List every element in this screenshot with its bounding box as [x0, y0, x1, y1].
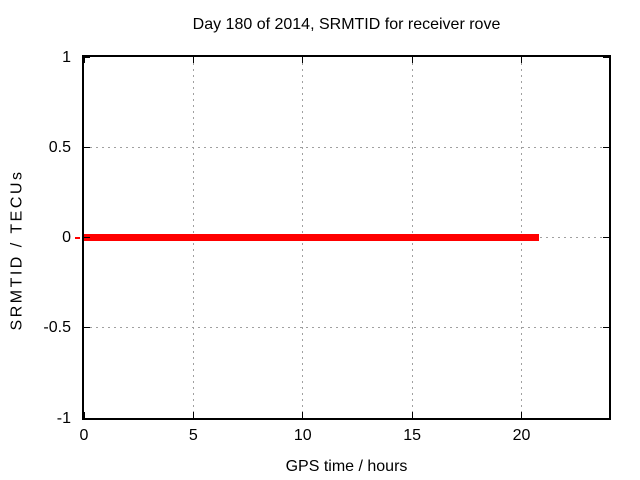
x-tick-label: 10 [293, 427, 312, 444]
x-axis-label: GPS time / hours [285, 458, 408, 475]
x-tick-mark-top [192, 57, 194, 63]
y-tick-mark-left [84, 56, 90, 58]
x-tick-mark-bottom [192, 412, 194, 418]
y-tick-mark-left [84, 327, 90, 329]
y-tick-mark-right [603, 327, 609, 329]
y-tick-mark-left [84, 146, 90, 148]
y-tick-mark-left [84, 417, 90, 419]
x-tick-label: 5 [188, 427, 198, 444]
y-tick-label: 0 [62, 229, 71, 246]
x-tick-label: 20 [512, 427, 531, 444]
y-tick-label: -1 [56, 409, 71, 427]
y-tick-label: 0.5 [48, 138, 71, 156]
y-tick-mark-left [84, 237, 90, 238]
x-tick-label: 0 [79, 427, 89, 444]
data-line-srmtid [84, 234, 539, 241]
x-tick-mark-bottom [411, 412, 413, 418]
y-tick-label: 1 [62, 48, 71, 66]
y-tick-mark-right [603, 56, 609, 58]
chart-title: Day 180 of 2014, SRMTID for receiver rov… [192, 16, 501, 33]
x-tick-mark-bottom [302, 412, 304, 418]
y-tick-mark-right [603, 146, 609, 148]
x-tick-mark-top [302, 57, 304, 63]
plot-area [82, 55, 611, 420]
horizontal-gridline [84, 327, 609, 329]
x-tick-mark-bottom [83, 412, 85, 418]
series-layer [84, 57, 609, 418]
y-tick-label: -0.5 [43, 319, 71, 337]
y-tick-mark-right [603, 417, 609, 419]
horizontal-gridline [84, 146, 609, 148]
tick-marks-layer [83, 56, 609, 419]
y-tick-mark-right [603, 237, 609, 238]
x-tick-mark-bottom [521, 412, 522, 418]
series-zero-tick-mark [75, 237, 80, 239]
x-tick-label: 15 [403, 427, 422, 444]
x-tick-mark-top [411, 57, 413, 63]
x-tick-mark-top [521, 57, 522, 63]
y-axis-label: SRMTID / TECUs [8, 169, 26, 331]
x-tick-mark-top [83, 57, 85, 63]
